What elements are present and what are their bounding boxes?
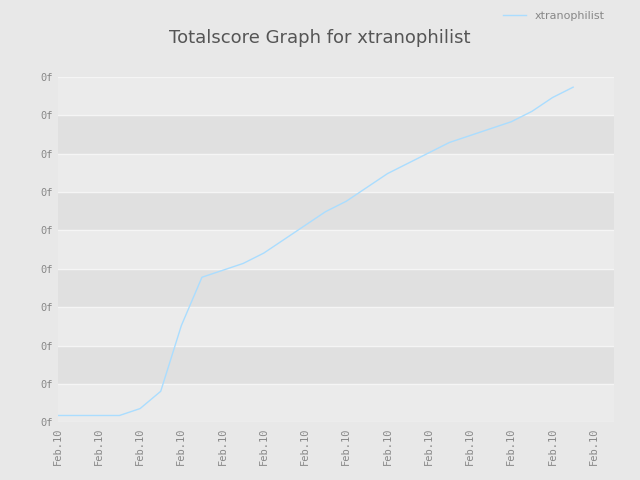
Bar: [58, 346, 614, 384]
xtranophilist: [466, 132, 474, 138]
xtranophilist: [342, 198, 350, 204]
xtranophilist: [136, 406, 144, 411]
xtranophilist: [528, 108, 536, 114]
Bar: [58, 192, 614, 230]
Bar: [58, 307, 614, 346]
xtranophilist: [384, 171, 392, 177]
xtranophilist: [239, 261, 247, 266]
xtranophilist: [280, 236, 288, 242]
Bar: [58, 384, 614, 422]
xtranophilist: [219, 267, 227, 273]
Bar: [58, 154, 614, 192]
xtranophilist: [157, 388, 164, 394]
Bar: [58, 77, 614, 115]
xtranophilist: [363, 184, 371, 190]
xtranophilist: [54, 413, 61, 419]
xtranophilist: [116, 413, 124, 419]
xtranophilist: [445, 140, 453, 145]
xtranophilist: [487, 126, 495, 132]
xtranophilist: [322, 209, 330, 215]
Bar: [58, 230, 614, 269]
xtranophilist: [425, 150, 433, 156]
xtranophilist: [301, 223, 309, 228]
Text: Totalscore Graph for xtranophilist: Totalscore Graph for xtranophilist: [169, 29, 471, 47]
xtranophilist: [404, 160, 412, 166]
xtranophilist: [95, 413, 102, 419]
xtranophilist: [74, 413, 82, 419]
xtranophilist: [260, 250, 268, 256]
Legend: xtranophilist: xtranophilist: [499, 6, 609, 25]
xtranophilist: [570, 84, 577, 90]
xtranophilist: [508, 119, 515, 125]
Line: xtranophilist: xtranophilist: [58, 87, 573, 416]
xtranophilist: [548, 95, 556, 100]
Bar: [58, 269, 614, 307]
Bar: [58, 115, 614, 154]
xtranophilist: [177, 323, 185, 328]
xtranophilist: [198, 275, 206, 280]
